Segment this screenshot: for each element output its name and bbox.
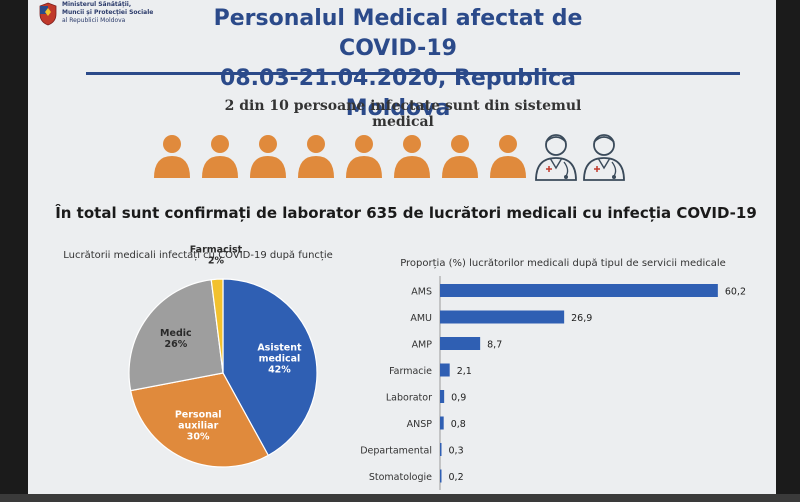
- bar-departamental: [440, 443, 442, 456]
- bar-value-label: 0,2: [449, 472, 464, 483]
- pie-category-label: auxiliar: [178, 421, 218, 432]
- title-divider: [86, 72, 740, 75]
- screen-bottom-edge: [0, 494, 800, 502]
- bar-category-label: Stomatologie: [369, 472, 432, 483]
- bar-category-label: Laborator: [386, 393, 432, 404]
- title-line-2: 08.03-21.04.2020, Republica Moldova: [220, 66, 576, 121]
- bar-ams: [440, 284, 718, 297]
- pie-value-label: 42%: [268, 365, 291, 376]
- pie-slice-personal-auxiliar: [129, 372, 270, 468]
- bar-value-label: 8,7: [487, 340, 502, 351]
- bar-category-label: Farmacie: [389, 366, 432, 377]
- pie-category-label: medical: [259, 354, 301, 365]
- ministry-line-2: Muncii și Protecției Sociale: [62, 9, 154, 16]
- bar-ansp: [440, 416, 444, 430]
- bar-value-label: 60,2: [725, 287, 746, 298]
- bar-amp: [440, 337, 481, 350]
- bar-category-label: AMU: [410, 313, 432, 324]
- pie-value-label: 2%: [208, 256, 225, 267]
- pie-category-label: Medic: [160, 328, 192, 339]
- slide: Ministerul Sănătății, Muncii și Protecți…: [28, 0, 776, 494]
- bar-category-label: AMS: [411, 287, 432, 298]
- pie-category-label: Asistent: [257, 343, 302, 354]
- title-line-1: Personalul Medical afectat de COVID-19: [213, 6, 583, 61]
- pie-value-label: 30%: [187, 432, 210, 443]
- pie-slice-medic: [128, 279, 224, 392]
- pie-slice-asistent-medical: [222, 278, 318, 457]
- bar-value-label: 0,3: [449, 446, 464, 457]
- page-title: Personalul Medical afectat de COVID-19 0…: [168, 4, 628, 124]
- person-icon: [298, 135, 334, 178]
- total-confirmed-text: În total sunt confirmați de laborator 63…: [55, 204, 757, 222]
- ministry-line-3: al Republicii Moldova: [62, 17, 126, 24]
- ministry-logo: Ministerul Sănătății, Muncii și Protecți…: [38, 0, 153, 56]
- pie-slice-farmacist: [210, 278, 224, 374]
- infographic-subtitle: 2 din 10 persoane infectate sunt din sis…: [224, 98, 582, 130]
- person-icon: [154, 135, 190, 178]
- bar-value-label: 26,9: [571, 313, 592, 324]
- pie-value-label: 26%: [164, 339, 187, 350]
- person-icon: [442, 135, 478, 178]
- bar-value-label: 0,9: [451, 393, 466, 404]
- bar-chart-title: Proporția (%) lucrătorilor medicali după…: [400, 258, 726, 269]
- person-icon: [250, 135, 286, 178]
- bar-amu: [440, 310, 565, 324]
- pie-chart-title: Lucrătorii medicali infectați cu COVID-1…: [63, 250, 333, 261]
- bar-category-label: ANSP: [407, 419, 433, 430]
- person-icon: [490, 135, 526, 178]
- ministry-name: Ministerul Sănătății, Muncii și Protecți…: [62, 1, 153, 25]
- moldova-emblem-icon: [39, 2, 57, 26]
- pie-category-label: Farmacist: [190, 245, 243, 256]
- pie-category-label: Personal: [175, 410, 222, 421]
- bar-laborator: [440, 390, 445, 403]
- ministry-line-1: Ministerul Sănătății,: [62, 1, 132, 8]
- bar-farmacie: [440, 363, 450, 377]
- bar-stomatologie: [440, 469, 442, 483]
- bar-value-label: 2,1: [457, 366, 472, 377]
- bar-value-label: 0,8: [451, 419, 466, 430]
- people-pictogram: [154, 134, 625, 181]
- medic-person-icon: [535, 134, 577, 181]
- bar-category-label: AMP: [412, 340, 433, 351]
- person-icon: [394, 135, 430, 178]
- medic-person-icon: [583, 134, 625, 181]
- bar-chart: AMS 60,2 AMU 26,9 AMP 8,7 Farmacie 2,1 Laborator…: [360, 276, 746, 490]
- person-icon: [346, 135, 382, 178]
- person-icon: [202, 135, 238, 178]
- bar-category-label: Departamental: [360, 446, 432, 457]
